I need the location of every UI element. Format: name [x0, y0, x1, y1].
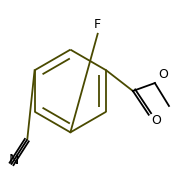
Text: O: O	[151, 114, 161, 126]
Text: N: N	[9, 153, 19, 167]
Text: O: O	[159, 68, 169, 81]
Text: F: F	[94, 19, 101, 32]
